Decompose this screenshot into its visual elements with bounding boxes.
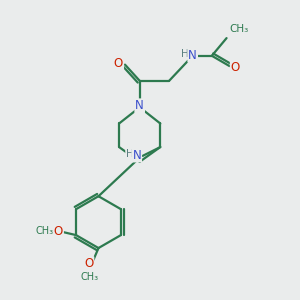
Text: N: N	[135, 99, 144, 112]
Text: O: O	[54, 225, 63, 238]
Text: O: O	[114, 57, 123, 70]
Text: CH₃: CH₃	[229, 24, 248, 34]
Text: N: N	[188, 49, 197, 62]
Text: H: H	[126, 149, 134, 159]
Text: CH₃: CH₃	[35, 226, 54, 236]
Text: CH₃: CH₃	[81, 272, 99, 282]
Text: N: N	[132, 148, 141, 161]
Text: H: H	[182, 49, 189, 59]
Text: O: O	[231, 61, 240, 74]
Text: O: O	[84, 257, 93, 270]
